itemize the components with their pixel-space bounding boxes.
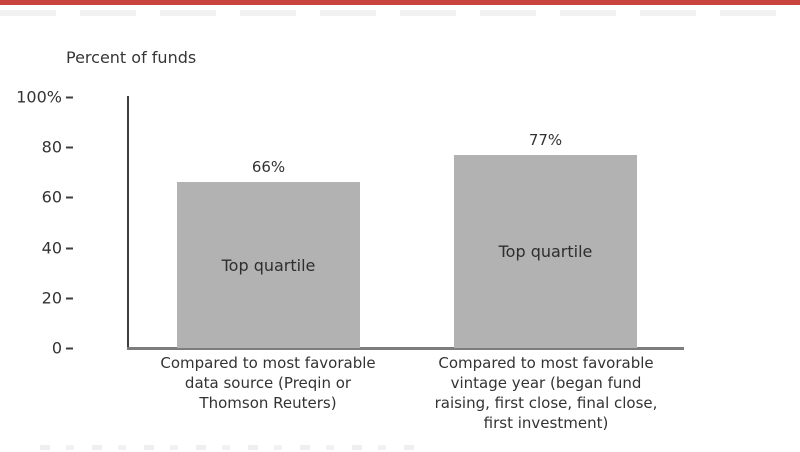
y-tick-mark bbox=[66, 196, 73, 198]
y-tick: 40 bbox=[0, 239, 73, 258]
y-axis-title: Percent of funds bbox=[66, 48, 197, 67]
y-tick-mark bbox=[66, 347, 73, 349]
top-accent-rule bbox=[0, 0, 800, 5]
cropped-text-artifact-top bbox=[0, 10, 800, 16]
x-category-label: Compared to most favorable vintage year … bbox=[434, 354, 658, 432]
y-tick-mark bbox=[66, 247, 73, 249]
y-tick-mark bbox=[66, 297, 73, 299]
bar-group: 66% Top quartile bbox=[177, 97, 360, 348]
bar-value-label: 77% bbox=[528, 131, 563, 149]
y-tick-mark bbox=[66, 96, 73, 98]
y-tick-mark bbox=[66, 146, 73, 148]
y-tick: 20 bbox=[0, 289, 73, 308]
x-category-label: Compared to most favorable data source (… bbox=[160, 354, 376, 412]
y-tick-label: 20 bbox=[41, 288, 62, 308]
y-tick: 100% bbox=[0, 88, 73, 107]
bar: Top quartile bbox=[177, 182, 360, 348]
y-tick-label: 60 bbox=[41, 187, 62, 207]
y-tick-label: 0 bbox=[51, 338, 62, 358]
x-axis-line bbox=[127, 347, 684, 350]
y-axis-line bbox=[127, 96, 129, 349]
y-tick-label: 80 bbox=[41, 137, 62, 157]
bar-annotation: Top quartile bbox=[498, 242, 593, 261]
y-tick: 80 bbox=[0, 138, 73, 157]
y-tick-label: 100% bbox=[16, 87, 62, 107]
y-tick: 60 bbox=[0, 188, 73, 207]
bar: Top quartile bbox=[454, 155, 637, 348]
bar-value-label: 66% bbox=[251, 158, 286, 176]
y-tick: 0 bbox=[0, 339, 73, 358]
bar-annotation: Top quartile bbox=[221, 255, 316, 275]
bar-group: 77% Top quartile bbox=[454, 97, 637, 348]
cropped-text-artifact-bottom bbox=[40, 445, 430, 450]
y-tick-label: 40 bbox=[41, 238, 62, 258]
